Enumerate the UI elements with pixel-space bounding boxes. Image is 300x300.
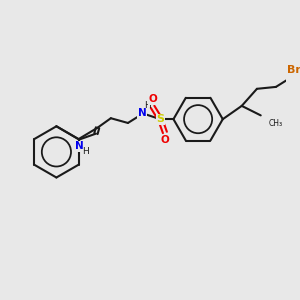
Text: CH₃: CH₃ <box>268 119 282 128</box>
Text: N: N <box>138 109 146 118</box>
Text: Br: Br <box>287 65 300 75</box>
Text: S: S <box>156 114 164 124</box>
Text: O: O <box>148 94 157 104</box>
Text: H: H <box>145 101 151 110</box>
Text: O: O <box>160 135 169 145</box>
Text: H: H <box>82 147 89 156</box>
Text: N: N <box>75 141 83 151</box>
